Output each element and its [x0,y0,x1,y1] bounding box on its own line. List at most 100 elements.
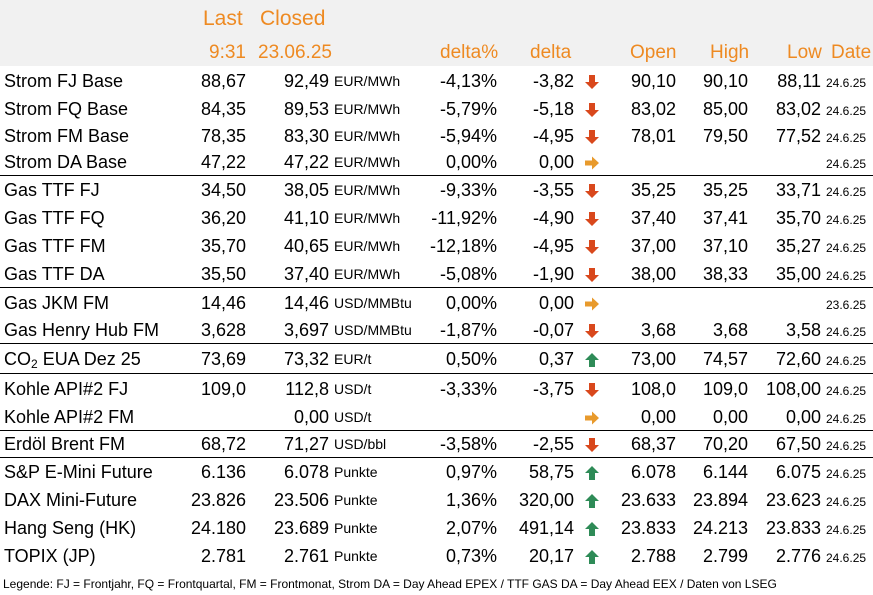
last-value: 14,46 [200,293,246,313]
unit: EUR/MWh [334,154,401,170]
last-time: 9:31 [209,42,246,63]
high-value: 38,33 [702,264,748,284]
down-arrow-icon [584,239,600,255]
delta-value: -4,90 [532,208,574,228]
delta-value: 0,37 [538,349,574,369]
row-name: Gas Henry Hub FM [4,320,160,340]
table-row: Gas Henry Hub FM 3,628 3,697 USD/MMBtu -1,87… [0,317,873,344]
row-name: Gas TTF FM [4,236,106,256]
closed-value: 23.689 [273,518,329,538]
closed-value: 38,05 [283,180,329,200]
down-arrow-icon [584,102,600,118]
table-row: CO2 EUA Dez 25 73,69 73,32 EUR/t 0,50% 0,37 73… [0,346,873,373]
row-name: Hang Seng (HK) [4,518,137,538]
high-value: 85,00 [702,99,748,119]
table-row: Hang Seng (HK) 24.180 23.689 Punkte 2,07% 491… [0,515,873,542]
row-name: CO2 EUA Dez 25 [4,349,141,371]
open-value: 2.788 [630,546,676,566]
high-value: 79,50 [702,126,748,146]
table-row: TOPIX (JP) 2.781 2.761 Punkte 0,73% 20,17 2.78… [0,543,873,570]
legend: Legende: FJ = Frontjahr, FQ = Frontquart… [3,577,777,591]
low-label: Low [787,42,822,63]
row-name: Gas JKM FM [4,293,110,313]
delta-pct-value: 2,07% [445,518,497,538]
low-value: 33,71 [775,180,821,200]
row-name: TOPIX (JP) [4,546,96,566]
last-value: 6.136 [200,462,246,482]
date-value: 24.6.25 [826,76,867,90]
row-name: Kohle API#2 FJ [4,379,129,399]
low-value: 77,52 [775,126,821,146]
table-row: Strom FJ Base 88,67 92,49 EUR/MWh -4,13% -3,8… [0,68,873,95]
closed-value: 47,22 [283,152,329,172]
last-value: 34,50 [200,180,246,200]
high-value: 6.144 [702,462,748,482]
down-arrow-icon [584,382,600,398]
last-value: 24.180 [190,518,246,538]
last-value: 3,628 [200,320,246,340]
open-value: 78,01 [630,126,676,146]
row-name: Gas TTF DA [4,264,105,284]
last-value: 36,20 [200,208,246,228]
date-value: 24.6.25 [826,325,867,339]
unit: EUR/MWh [334,73,401,89]
delta-label: delta [530,42,572,63]
group-divider [0,430,873,431]
row-name: Gas TTF FJ [4,180,100,200]
delta-pct-value: 0,50% [445,349,497,369]
down-arrow-icon [584,323,600,339]
delta-pct-value: -11,92% [431,208,497,228]
row-name: Strom FJ Base [4,71,124,91]
delta-pct-value: -9,33% [439,180,497,200]
low-value: 35,70 [775,208,821,228]
date-value: 24.6.25 [826,467,867,481]
unit: USD/t [334,409,372,425]
unit: Punkte [334,464,378,480]
high-value: 23.894 [692,490,748,510]
unit: EUR/MWh [334,238,401,254]
table-row: DAX Mini-Future 23.826 23.506 Punkte 1,36% 32… [0,487,873,514]
last-value: 84,35 [200,99,246,119]
date-value: 24.6.25 [826,213,867,227]
delta-value: 320,00 [518,490,574,510]
high-value: 70,20 [702,434,748,454]
row-name: S&P E-Mini Future [4,462,153,482]
delta-value: -0,07 [532,320,574,340]
open-value: 90,10 [630,71,676,91]
closed-label: Closed [260,7,326,30]
closed-value: 14,46 [283,293,329,313]
open-value: 35,25 [630,180,676,200]
date-value: 24.6.25 [826,104,867,118]
open-value: 108,0 [630,379,676,399]
row-name: Strom DA Base [4,152,128,172]
delta-pct-value: 0,00% [445,293,497,313]
low-value: 6.075 [775,462,821,482]
delta-value: -1,90 [532,264,574,284]
delta-value: 0,00 [538,293,574,313]
right-arrow-icon [584,410,600,426]
last-value: 35,70 [200,236,246,256]
closed-value: 40,65 [283,236,329,256]
down-arrow-icon [584,183,600,199]
last-value: 78,35 [200,126,246,146]
date-value: 24.6.25 [826,495,867,509]
delta-value: 58,75 [528,462,574,482]
low-value: 108,00 [765,379,821,399]
group-divider [0,287,873,288]
date-label: Date [831,42,872,63]
open-value: 23.633 [620,490,676,510]
table-row: Strom FQ Base 84,35 89,53 EUR/MWh -5,79% -5,1… [0,96,873,123]
low-value: 35,27 [775,236,821,256]
closed-value: 2.761 [283,546,329,566]
last-value: 88,67 [200,71,246,91]
last-value: 68,72 [200,434,246,454]
delta-value: 491,14 [518,518,574,538]
up-arrow-icon [584,352,600,368]
low-value: 2.776 [775,546,821,566]
date-value: 23.6.25 [826,298,867,312]
low-value: 23.623 [765,490,821,510]
high-value: 0,00 [712,407,748,427]
closed-value: 6.078 [283,462,329,482]
group-divider [0,343,873,344]
high-value: 35,25 [702,180,748,200]
